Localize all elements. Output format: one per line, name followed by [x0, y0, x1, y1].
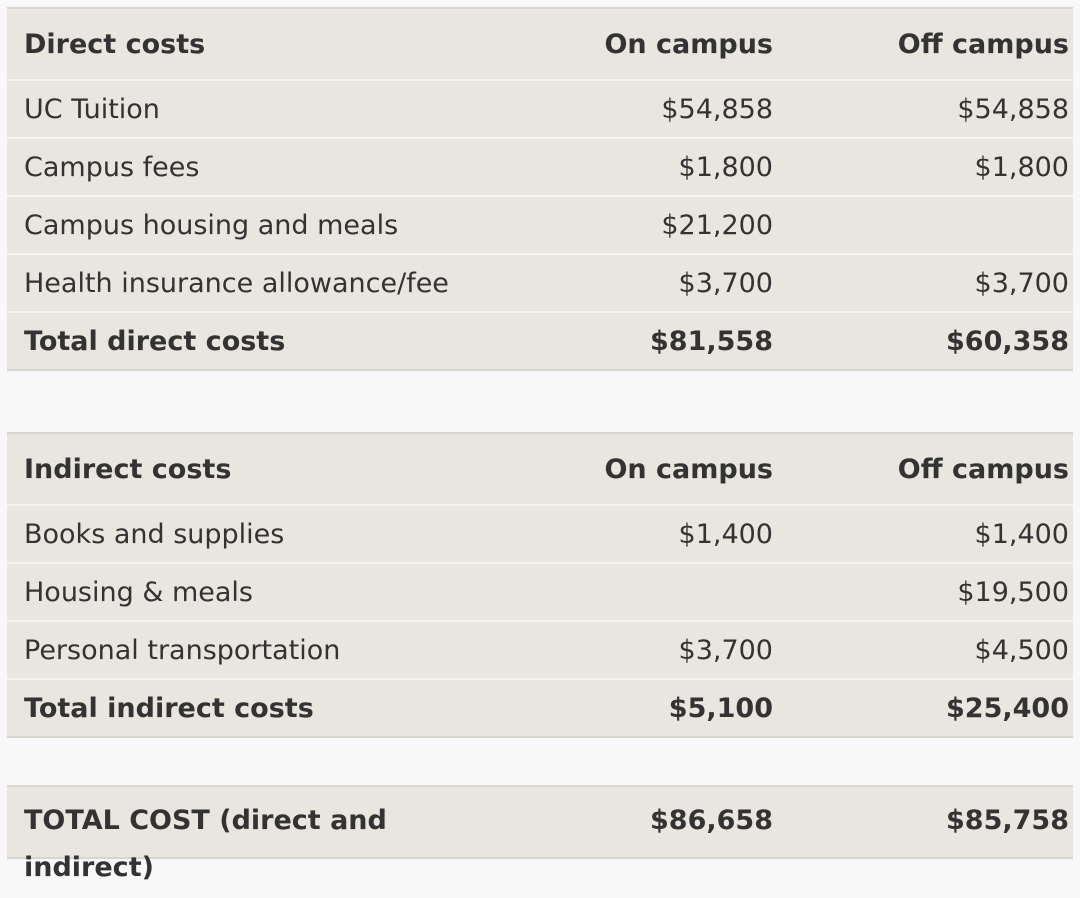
table-header-row: Indirect costs On campus Off campus	[7, 434, 1073, 504]
on-campus-total: $5,100	[668, 692, 773, 724]
table-row: Personal transportation $3,700 $4,500	[7, 620, 1073, 678]
on-campus-value: $1,400	[678, 518, 773, 550]
table-row: Campus housing and meals $21,200	[7, 195, 1073, 253]
row-label: Campus fees	[24, 151, 200, 183]
off-campus-value: $19,500	[957, 576, 1069, 608]
row-label: UC Tuition	[24, 93, 160, 125]
grand-total-row: TOTAL COST (direct and indirect) $86,658…	[7, 787, 1073, 883]
row-label: TOTAL COST (direct and indirect)	[24, 805, 387, 883]
row-label: Personal transportation	[24, 634, 341, 666]
on-campus-value: $1,800	[678, 151, 773, 183]
column-header: Off campus	[897, 28, 1069, 60]
on-campus-value: $21,200	[661, 209, 773, 241]
row-label: Health insurance allowance/fee	[24, 267, 449, 299]
row-label: Books and supplies	[24, 518, 285, 550]
table-row: Housing & meals $19,500	[7, 562, 1073, 620]
off-campus-value: $1,800	[974, 151, 1069, 183]
off-campus-total: $60,358	[946, 325, 1069, 357]
table-header-row: Direct costs On campus Off campus	[7, 9, 1073, 79]
table-total-row: Total indirect costs $5,100 $25,400	[7, 678, 1073, 736]
table-total-row: Total direct costs $81,558 $60,358	[7, 311, 1073, 369]
row-label: Total direct costs	[24, 325, 286, 357]
direct-costs-table: Direct costs On campus Off campus UC Tui…	[7, 7, 1073, 371]
table-row: UC Tuition $54,858 $54,858	[7, 79, 1073, 137]
column-header: On campus	[604, 28, 773, 60]
off-campus-value: $3,700	[974, 267, 1069, 299]
total-cost-table: TOTAL COST (direct and indirect) $86,658…	[7, 785, 1073, 883]
on-campus-grand-total: $86,658	[650, 805, 773, 836]
on-campus-value: $3,700	[678, 634, 773, 666]
column-header: On campus	[604, 453, 773, 485]
on-campus-total: $81,558	[650, 325, 773, 357]
off-campus-total: $25,400	[946, 692, 1069, 724]
row-label: Campus housing and meals	[24, 209, 399, 241]
table-row: Health insurance allowance/fee $3,700 $3…	[7, 253, 1073, 311]
indirect-costs-table: Indirect costs On campus Off campus Book…	[7, 432, 1073, 738]
off-campus-value: $4,500	[974, 634, 1069, 666]
on-campus-value: $54,858	[661, 93, 773, 125]
off-campus-value: $1,400	[974, 518, 1069, 550]
row-label: Housing & meals	[24, 576, 253, 608]
off-campus-grand-total: $85,758	[946, 805, 1069, 836]
column-header: Indirect costs	[24, 453, 232, 485]
column-header: Direct costs	[24, 28, 206, 60]
table-row: Campus fees $1,800 $1,800	[7, 137, 1073, 195]
row-label: Total indirect costs	[24, 692, 314, 724]
off-campus-value: $54,858	[957, 93, 1069, 125]
table-row: Books and supplies $1,400 $1,400	[7, 504, 1073, 562]
on-campus-value: $3,700	[678, 267, 773, 299]
column-header: Off campus	[897, 453, 1069, 485]
